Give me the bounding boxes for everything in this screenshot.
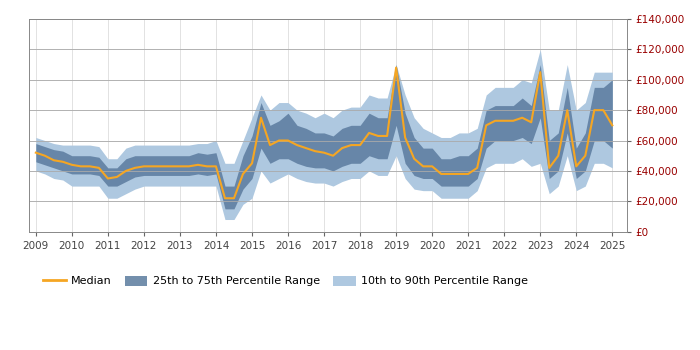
Legend: Median, 25th to 75th Percentile Range, 10th to 90th Percentile Range: Median, 25th to 75th Percentile Range, 1… bbox=[39, 271, 533, 291]
